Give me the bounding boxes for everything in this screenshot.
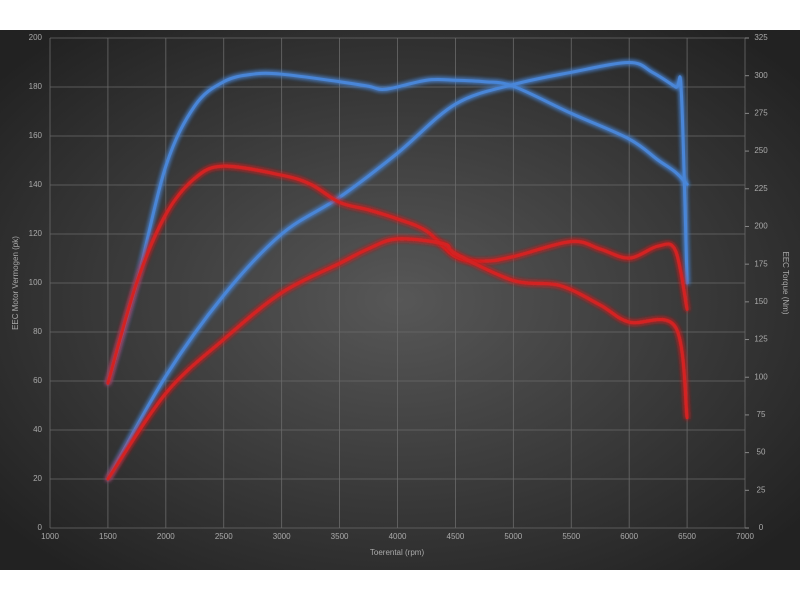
y2-tick-label: 100 [754, 372, 768, 381]
background [0, 30, 800, 570]
series-line [106, 71, 689, 385]
y2-tick-label: 175 [754, 259, 768, 268]
x-tick-label: 2500 [215, 532, 233, 541]
y2-tick-label: 50 [757, 448, 766, 457]
y2-tick-label: 225 [754, 184, 768, 193]
x-tick-label: 4500 [447, 532, 465, 541]
y-tick-label: 80 [33, 327, 42, 336]
x-tick-label: 7000 [736, 532, 754, 541]
y2-tick-label: 200 [754, 222, 768, 231]
series-line [106, 237, 689, 481]
y-tick-label: 40 [33, 425, 42, 434]
y2-tick-label: 300 [754, 71, 768, 80]
y2-tick-label: 325 [754, 33, 768, 42]
y-tick-label: 20 [33, 474, 42, 483]
y2-tick-label: 25 [757, 485, 766, 494]
y-axis-label: EEC Motor Vermogen (pk) [11, 236, 20, 330]
series-line [106, 61, 689, 481]
y-tick-label: 200 [29, 33, 43, 42]
series-line [106, 164, 689, 385]
x-tick-label: 5000 [504, 532, 522, 541]
y2-tick-label: 275 [754, 108, 768, 117]
x-tick-label: 3500 [331, 532, 349, 541]
y2-tick-label: 150 [754, 297, 768, 306]
y-tick-label: 0 [38, 523, 43, 532]
x-tick-label: 6000 [620, 532, 638, 541]
y-tick-label: 60 [33, 376, 42, 385]
x-tick-label: 5500 [562, 532, 580, 541]
x-tick-label: 1500 [99, 532, 117, 541]
x-tick-label: 1000 [41, 532, 59, 541]
x-tick-label: 3000 [273, 532, 291, 541]
y-tick-label: 160 [29, 131, 43, 140]
y-tick-label: 100 [29, 278, 43, 287]
y-tick-label: 180 [29, 82, 43, 91]
x-tick-label: 6500 [678, 532, 696, 541]
y2-tick-label: 0 [759, 523, 764, 532]
y2-tick-label: 125 [754, 335, 768, 344]
y2-axis-label: EEC Torque (Nm) [781, 252, 790, 315]
y2-tick-label: 250 [754, 146, 768, 155]
x-tick-label: 2000 [157, 532, 175, 541]
x-tick-label: 4000 [389, 532, 407, 541]
y-tick-label: 120 [29, 229, 43, 238]
x-axis-label: Toerental (rpm) [370, 548, 425, 557]
y-tick-label: 140 [29, 180, 43, 189]
y2-tick-label: 75 [757, 410, 766, 419]
